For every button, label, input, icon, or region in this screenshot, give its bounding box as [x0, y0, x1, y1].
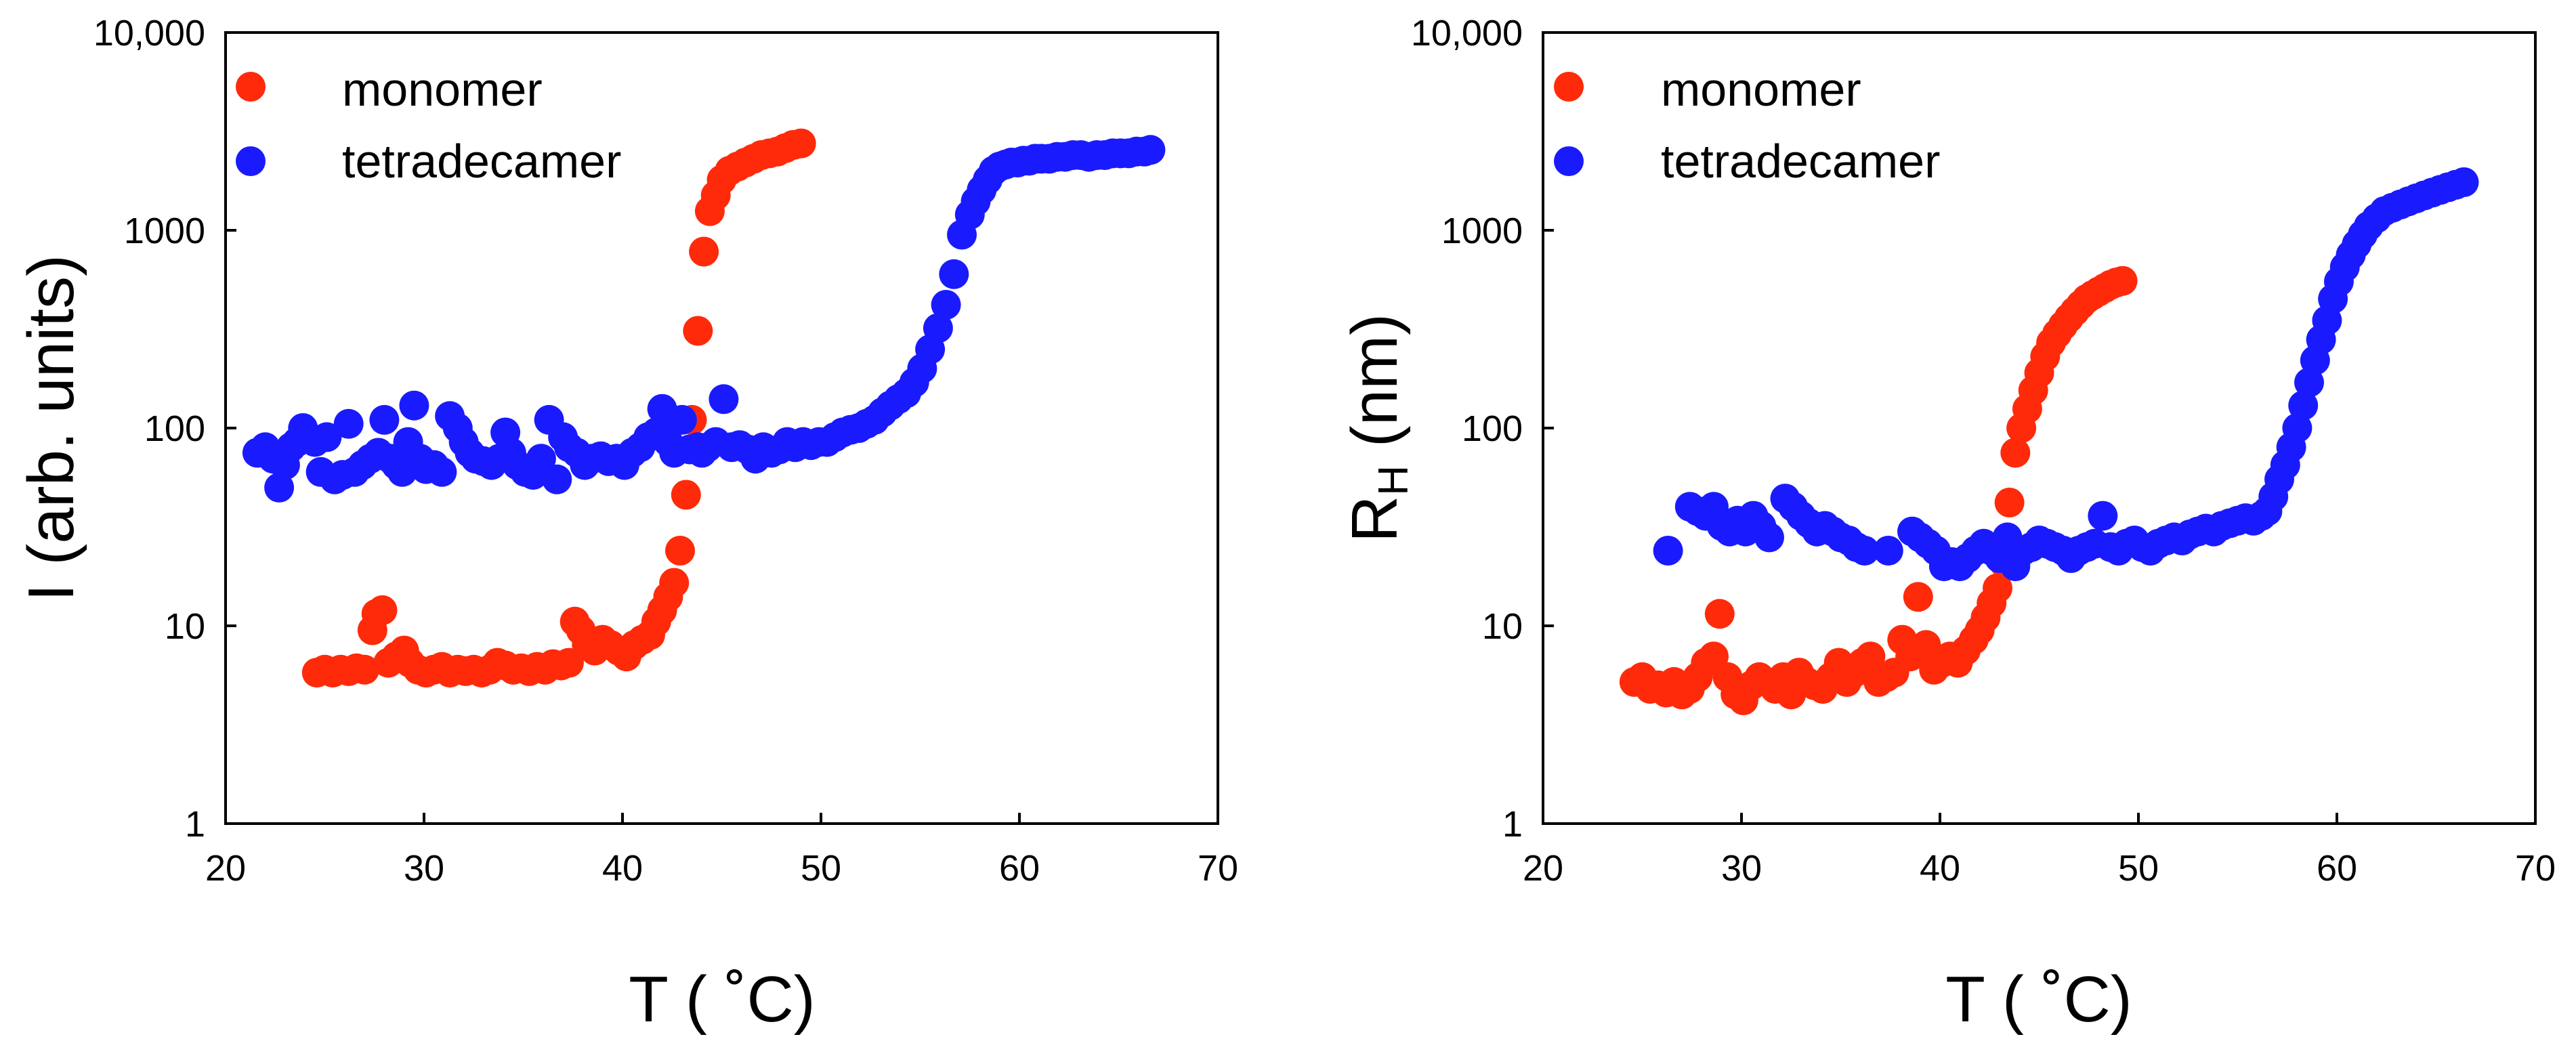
data-point-monomer	[659, 568, 690, 598]
data-point-tetradecamer	[1849, 536, 1880, 566]
x-axis-title: T ( ˚C)	[629, 963, 815, 1036]
legend: monomer tetradecamer	[236, 63, 621, 188]
data-point-monomer	[2107, 266, 2138, 296]
data-point-tetradecamer	[2282, 413, 2313, 443]
data-point-tetradecamer	[526, 444, 556, 474]
data-point-monomer	[683, 316, 713, 346]
data-point-tetradecamer	[312, 422, 342, 452]
x-tick-label: 40	[1920, 848, 1960, 889]
data-point-tetradecamer	[2088, 501, 2118, 531]
legend-label-monomer: monomer	[1661, 63, 1861, 116]
x-tick-label: 30	[404, 848, 444, 889]
axis-ticks: 20 30 40 50 60 70 1 10 100 1000 10,000	[93, 13, 1238, 889]
chart-hydrodynamic-radius: 20 30 40 50 60 70 1 10 100 1000 10,000 monomer tet…	[1338, 13, 2556, 1036]
data-point-tetradecamer	[923, 313, 953, 343]
data-point-tetradecamer	[333, 408, 364, 439]
data-point-tetradecamer	[709, 384, 739, 415]
y-tick-label: 100	[144, 408, 205, 449]
y-axis-title-suffix: (nm)	[1338, 314, 1411, 465]
data-point-monomer	[1994, 488, 2025, 517]
legend-label-tetradecamer: tetradecamer	[1661, 135, 1940, 188]
y-tick-label: 1	[1502, 804, 1523, 845]
chart-intensity: 20 30 40 50 60 70 1 10 100 1000 10,000 monomer tet…	[15, 13, 1238, 1036]
y-tick-label: 10	[165, 606, 205, 647]
y-axis-title: I (arb. units)	[15, 255, 87, 601]
x-tick-label: 20	[205, 848, 246, 889]
data-point-tetradecamer	[1873, 536, 1903, 566]
data-points	[1619, 167, 2479, 715]
data-point-tetradecamer	[399, 390, 429, 421]
y-tick-label: 10,000	[93, 13, 205, 54]
legend-label-monomer: monomer	[342, 63, 543, 116]
y-tick-label: 100	[1462, 408, 1523, 449]
data-point-monomer	[1983, 573, 2012, 603]
x-tick-label: 70	[1198, 848, 1238, 889]
x-tick-label: 20	[1523, 848, 1563, 889]
data-point-tetradecamer	[931, 290, 961, 320]
data-point-monomer	[1704, 599, 1735, 629]
legend-marker-tetradecamer	[236, 146, 266, 176]
data-point-monomer	[665, 536, 695, 566]
data-point-tetradecamer	[1135, 135, 1166, 165]
x-tick-label: 60	[2317, 848, 2357, 889]
data-point-monomer	[689, 236, 719, 267]
data-point-tetradecamer	[1754, 522, 1784, 553]
x-tick-label: 60	[999, 848, 1040, 889]
legend-marker-tetradecamer	[1554, 146, 1584, 176]
data-point-tetradecamer	[542, 464, 572, 494]
x-tick-label: 70	[2515, 848, 2556, 889]
y-tick-label: 1	[185, 804, 205, 845]
data-point-tetradecamer	[2449, 167, 2479, 197]
x-tick-label: 50	[2118, 848, 2159, 889]
data-point-monomer	[1855, 641, 1886, 672]
data-point-tetradecamer	[369, 404, 400, 435]
y-axis-title: RH (nm)	[1338, 314, 1417, 543]
y-tick-label: 10	[1482, 606, 1523, 647]
data-point-tetradecamer	[667, 404, 697, 435]
legend-marker-monomer	[1554, 72, 1584, 102]
data-point-monomer	[2000, 438, 2031, 468]
x-tick-label: 40	[602, 848, 643, 889]
y-tick-label: 1000	[1441, 211, 1523, 251]
axis-ticks: 20 30 40 50 60 70 1 10 100 1000 10,000	[1411, 13, 2556, 889]
data-point-tetradecamer	[2288, 390, 2319, 421]
legend-label-tetradecamer: tetradecamer	[342, 135, 621, 188]
data-point-tetradecamer	[939, 259, 969, 289]
data-point-monomer	[350, 654, 380, 685]
data-point-tetradecamer	[264, 472, 295, 503]
legend-marker-monomer	[236, 72, 266, 102]
x-tick-label: 50	[801, 848, 841, 889]
y-axis-title-subscript: H	[1370, 465, 1417, 496]
data-point-monomer	[786, 128, 816, 158]
y-tick-label: 10,000	[1411, 13, 1523, 54]
data-point-monomer	[671, 480, 701, 510]
x-tick-label: 30	[1721, 848, 1762, 889]
y-tick-label: 1000	[124, 211, 205, 251]
data-point-tetradecamer	[1653, 536, 1683, 566]
legend: monomer tetradecamer	[1554, 63, 1940, 188]
data-points	[242, 128, 1166, 688]
data-point-monomer	[1903, 582, 1933, 612]
data-point-monomer	[367, 595, 398, 625]
x-axis-title: T ( ˚C)	[1945, 963, 2132, 1036]
y-axis-title-main: R	[1338, 496, 1411, 543]
data-point-tetradecamer	[427, 456, 457, 487]
